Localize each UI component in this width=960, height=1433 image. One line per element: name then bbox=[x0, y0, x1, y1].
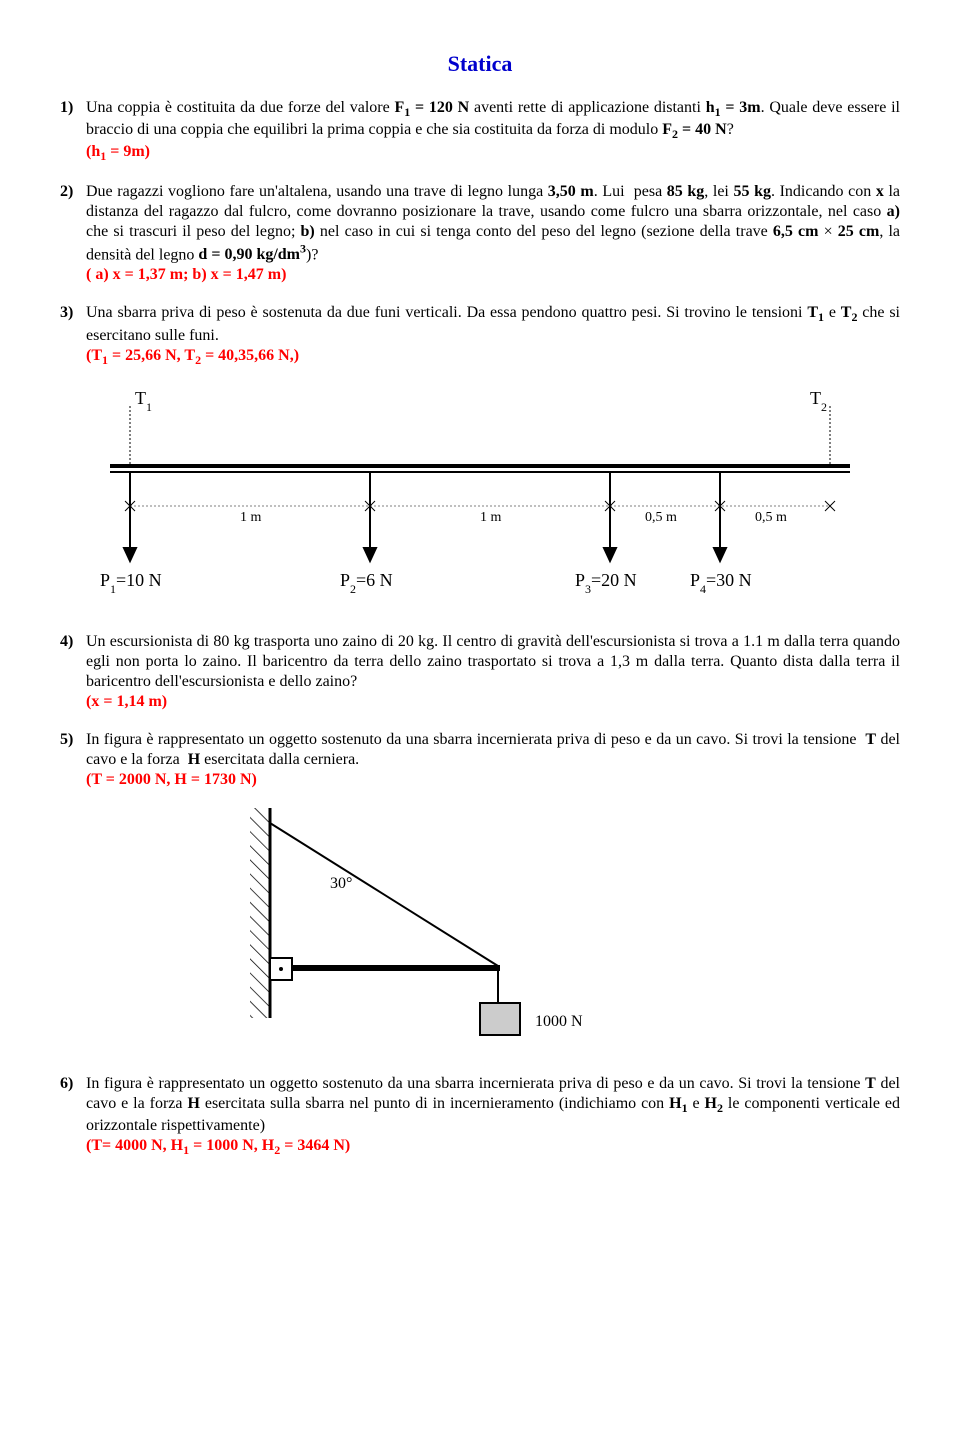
problem-number: 6) bbox=[60, 1074, 86, 1158]
label-P1: P1=10 N bbox=[100, 570, 162, 596]
problem-body: In figura è rappresentato un oggetto sos… bbox=[86, 1074, 900, 1158]
problem-number: 5) bbox=[60, 730, 86, 790]
answer-6: (T= 4000 N, H1 = 1000 N, H2 = 3464 N) bbox=[86, 1137, 350, 1154]
answer-2: ( a) x = 1,37 m; b) x = 1,47 m) bbox=[86, 266, 286, 283]
answer-5: (T = 2000 N, H = 1730 N) bbox=[86, 771, 257, 788]
problem-6: 6) In figura è rappresentato un oggetto … bbox=[60, 1074, 900, 1158]
problem-5: 5) In figura è rappresentato un oggetto … bbox=[60, 730, 900, 790]
dist-1: 1 m bbox=[240, 510, 262, 525]
problem-number: 2) bbox=[60, 182, 86, 285]
problem-4: 4) Un escursionista di 80 kg trasporta u… bbox=[60, 632, 900, 712]
label-T2: T2 bbox=[810, 388, 827, 414]
weight-label: 1000 N bbox=[535, 1013, 583, 1030]
dist-2: 1 m bbox=[480, 510, 502, 525]
diagram-5: 30° 1000 N bbox=[240, 808, 900, 1054]
problem-body: Due ragazzi vogliono fare un'altalena, u… bbox=[86, 182, 900, 285]
diagram-3: T1 T2 1 m 1 m 0,5 m 0,5 m P1=10 N P2=6 N… bbox=[90, 386, 900, 612]
problem-3: 3) Una sbarra priva di peso è sostenuta … bbox=[60, 303, 900, 367]
label-T1: T1 bbox=[135, 388, 152, 414]
dist-4: 0,5 m bbox=[755, 510, 787, 525]
problem-number: 4) bbox=[60, 632, 86, 712]
problem-number: 3) bbox=[60, 303, 86, 367]
problem-body: Un escursionista di 80 kg trasporta uno … bbox=[86, 632, 900, 712]
problem-number: 1) bbox=[60, 98, 86, 165]
label-P3: P3=20 N bbox=[575, 570, 637, 596]
problem-body: Una coppia è costituita da due forze del… bbox=[86, 98, 900, 165]
problem-body: In figura è rappresentato un oggetto sos… bbox=[86, 730, 900, 790]
label-P2: P2=6 N bbox=[340, 570, 393, 596]
label-P4: P4=30 N bbox=[690, 570, 752, 596]
problem-1: 1) Una coppia è costituita da due forze … bbox=[60, 98, 900, 165]
problem-body: Una sbarra priva di peso è sostenuta da … bbox=[86, 303, 900, 367]
problem-2: 2) Due ragazzi vogliono fare un'altalena… bbox=[60, 182, 900, 285]
dist-3: 0,5 m bbox=[645, 510, 677, 525]
answer-3: (T1 = 25,66 N, T2 = 40,35,66 N,) bbox=[86, 347, 299, 364]
answer-1: (h1 = 9m) bbox=[86, 143, 150, 160]
answer-4: (x = 1,14 m) bbox=[86, 693, 167, 710]
page-title: Statica bbox=[60, 50, 900, 78]
angle-label: 30° bbox=[330, 875, 352, 892]
